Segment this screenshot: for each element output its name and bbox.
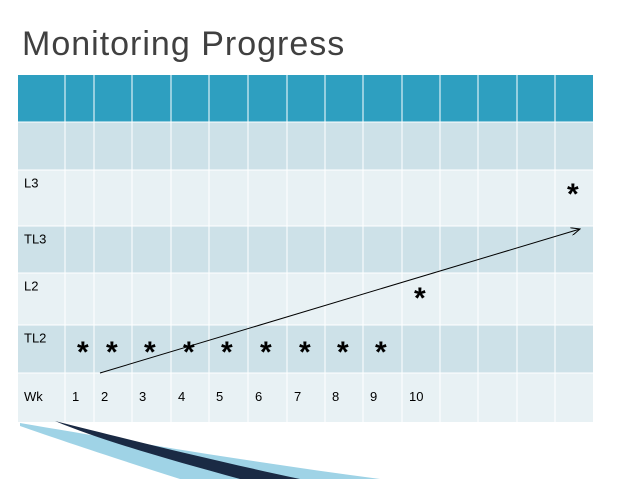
asterisk: * bbox=[375, 336, 387, 369]
week-number: 5 bbox=[216, 389, 223, 404]
week-number: 9 bbox=[370, 389, 377, 404]
asterisk: * bbox=[337, 336, 349, 369]
row-label: TL2 bbox=[24, 330, 46, 345]
week-number: 7 bbox=[294, 389, 301, 404]
table-row bbox=[18, 273, 593, 325]
row-label: L3 bbox=[24, 175, 38, 190]
trend-arrow bbox=[99, 229, 580, 374]
week-number: 6 bbox=[255, 389, 262, 404]
asterisk: * bbox=[567, 178, 579, 211]
table-row bbox=[18, 226, 593, 273]
row-label: L2 bbox=[24, 278, 38, 293]
table-row bbox=[18, 75, 593, 122]
row-label: Wk bbox=[24, 389, 43, 404]
asterisk: * bbox=[77, 336, 89, 369]
table: L3 * TL3 L2 * TL2 * * * * * * * * * Wk 1 2 3 4 5 6 7 8 9 10 bbox=[18, 75, 593, 422]
asterisk: * bbox=[221, 336, 233, 369]
week-number: 3 bbox=[139, 389, 146, 404]
week-number: 1 bbox=[72, 389, 79, 404]
asterisk: * bbox=[299, 336, 311, 369]
week-number: 4 bbox=[178, 389, 185, 404]
asterisk: * bbox=[183, 336, 195, 369]
asterisk: * bbox=[144, 336, 156, 369]
asterisk: * bbox=[260, 336, 272, 369]
week-number: 2 bbox=[101, 389, 108, 404]
swoosh-light bbox=[20, 423, 380, 479]
table-row bbox=[18, 325, 593, 373]
week-number: 10 bbox=[409, 389, 423, 404]
slide-title: Monitoring Progress bbox=[22, 25, 345, 63]
table-row bbox=[18, 373, 593, 422]
row-label: TL3 bbox=[24, 231, 46, 246]
week-number: 8 bbox=[332, 389, 339, 404]
table-row bbox=[18, 122, 593, 170]
asterisk: * bbox=[414, 282, 426, 315]
table-row bbox=[18, 170, 593, 226]
asterisk: * bbox=[106, 336, 118, 369]
